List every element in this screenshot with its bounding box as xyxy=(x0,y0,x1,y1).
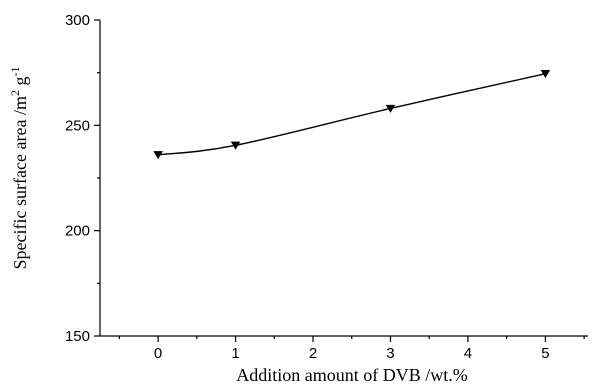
y-axis-title-sup-2: -1 xyxy=(8,67,22,77)
ticks: 150 200 250 300 0 1 2 3 4 5 xyxy=(65,12,585,362)
data-point-marker xyxy=(153,151,163,160)
y-tick-label: 250 xyxy=(65,117,90,134)
y-tick-label: 300 xyxy=(65,12,90,29)
x-tick-label: 1 xyxy=(231,345,239,362)
y-axis-title-main: Specific surface area /m xyxy=(10,96,30,269)
x-tick-label: 0 xyxy=(154,345,162,362)
data-point-marker xyxy=(540,70,551,79)
y-axis-title-mid: g xyxy=(10,77,30,91)
x-axis-title: Addition amount of DVB /wt.% xyxy=(236,365,468,385)
x-tick-label: 2 xyxy=(309,345,317,362)
data-point-marker xyxy=(230,141,241,150)
axes xyxy=(99,20,588,337)
y-axis-title: Specific surface area /m2 g-1 xyxy=(8,67,30,270)
x-tick-label: 3 xyxy=(386,345,394,362)
series xyxy=(158,73,546,156)
y-tick-label: 150 xyxy=(65,328,90,345)
y-tick-label: 200 xyxy=(65,223,90,240)
series-line xyxy=(158,73,546,156)
markers xyxy=(153,70,551,160)
x-tick-label: 5 xyxy=(541,345,549,362)
data-point-marker xyxy=(385,104,396,113)
x-tick-label: 4 xyxy=(464,345,472,362)
y-axis-title-sup-1: 2 xyxy=(8,90,22,96)
